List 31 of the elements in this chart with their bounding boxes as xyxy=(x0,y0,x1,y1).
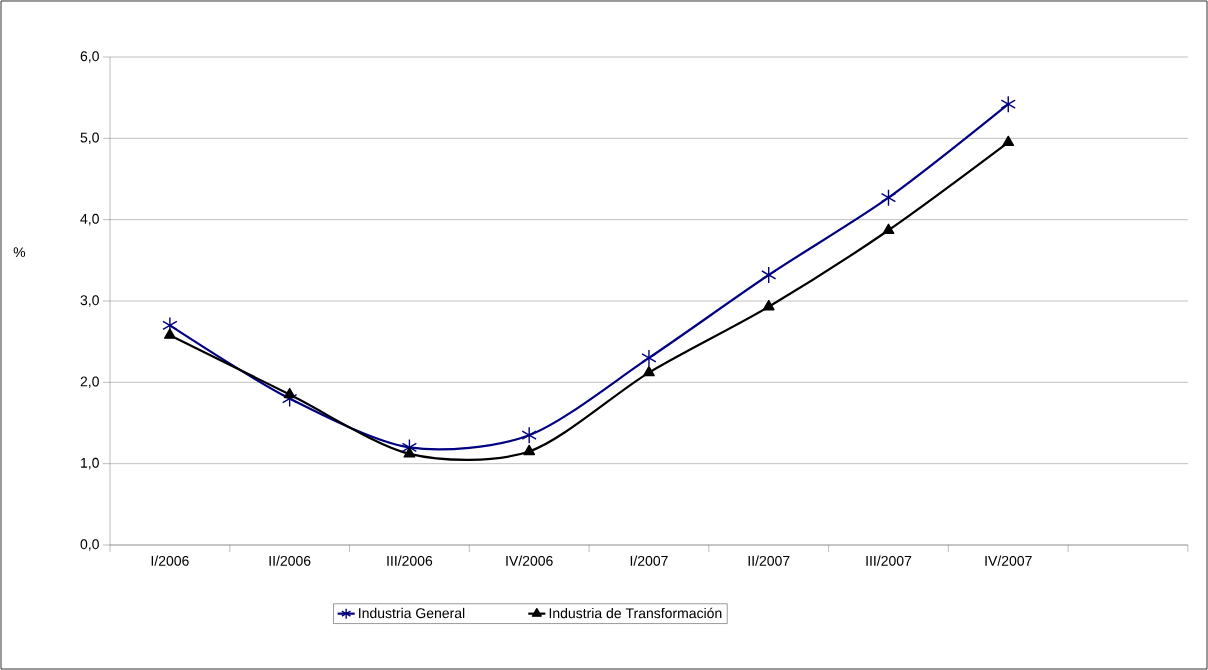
point xyxy=(643,365,655,377)
point xyxy=(641,349,657,367)
point xyxy=(521,426,537,444)
x-tick-label: III/2006 xyxy=(387,555,433,566)
point xyxy=(283,387,296,399)
x-tick-label: II/2007 xyxy=(748,555,790,566)
point xyxy=(882,223,895,234)
point xyxy=(1000,95,1016,113)
x-tick-label: IV/2006 xyxy=(506,555,553,566)
legend-label: Industria General xyxy=(359,607,465,619)
legend-label: Industria de Transformación xyxy=(549,607,722,619)
y-axis-title: % xyxy=(13,247,26,258)
point xyxy=(523,444,536,456)
x-tick-label: IV/2007 xyxy=(985,555,1032,566)
point xyxy=(761,266,777,284)
x-tick-label: I/2007 xyxy=(630,555,668,566)
y-tick-label: 2,0 xyxy=(80,376,99,389)
point xyxy=(1002,135,1015,147)
y-tick-label: 6,0 xyxy=(80,51,99,63)
y-tick-label: 3,0 xyxy=(80,295,99,307)
point xyxy=(403,447,416,458)
point xyxy=(880,189,897,207)
y-tick-label: 4,0 xyxy=(80,213,99,226)
y-tick-label: 0,0 xyxy=(80,539,99,551)
point xyxy=(163,328,176,339)
y-tick-label: 5,0 xyxy=(80,132,99,145)
x-tick-label: I/2006 xyxy=(151,555,189,566)
point xyxy=(762,300,775,311)
x-tick-label: II/2006 xyxy=(269,555,311,566)
x-tick-label: III/2007 xyxy=(866,555,912,566)
y-tick-label: 1,0 xyxy=(81,457,99,470)
